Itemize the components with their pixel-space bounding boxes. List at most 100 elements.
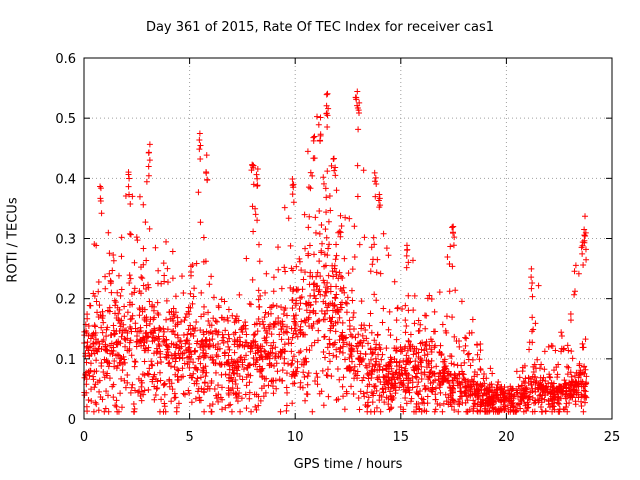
- data-point: [106, 375, 113, 382]
- data-point: [325, 272, 332, 279]
- data-point: [320, 402, 327, 409]
- data-point: [314, 269, 321, 276]
- data-point: [357, 388, 364, 395]
- data-point: [253, 171, 260, 178]
- data-point: [141, 372, 148, 379]
- data-point: [449, 314, 456, 321]
- data-point: [532, 385, 539, 392]
- data-point: [91, 241, 98, 248]
- data-point: [289, 380, 296, 387]
- data-point: [181, 360, 188, 367]
- data-point: [160, 338, 167, 345]
- data-point: [149, 362, 156, 369]
- data-point: [326, 336, 333, 343]
- data-point: [404, 384, 411, 391]
- data-point: [513, 407, 520, 414]
- data-point: [257, 343, 264, 350]
- data-point: [157, 354, 164, 361]
- data-point: [243, 374, 250, 381]
- data-point: [304, 381, 311, 388]
- data-point: [157, 326, 164, 333]
- data-point: [500, 389, 507, 396]
- data-point: [412, 373, 419, 380]
- data-point: [305, 250, 312, 257]
- data-point: [393, 336, 400, 343]
- data-point: [455, 398, 462, 405]
- data-point: [366, 381, 373, 388]
- data-point: [250, 228, 257, 235]
- data-point: [319, 367, 326, 374]
- data-point: [254, 347, 261, 354]
- data-point: [263, 375, 270, 382]
- data-point: [140, 391, 147, 398]
- data-point: [364, 370, 371, 377]
- data-point: [365, 340, 372, 347]
- data-point: [289, 357, 296, 364]
- data-point: [451, 234, 458, 241]
- data-point: [333, 396, 340, 403]
- data-point: [323, 234, 330, 241]
- data-point: [405, 307, 412, 314]
- data-point: [297, 323, 304, 330]
- data-point: [220, 334, 227, 341]
- data-point: [336, 348, 343, 355]
- data-point: [282, 328, 289, 335]
- data-point: [213, 352, 220, 359]
- data-point: [582, 393, 589, 400]
- data-point: [92, 323, 99, 330]
- data-point: [143, 286, 150, 292]
- data-point: [316, 207, 323, 214]
- data-point: [118, 375, 125, 382]
- data-point: [474, 388, 481, 395]
- data-point: [494, 386, 501, 393]
- data-point: [264, 330, 271, 337]
- data-point: [126, 299, 133, 306]
- data-point: [379, 319, 386, 326]
- data-point: [576, 370, 583, 377]
- data-point: [320, 180, 327, 187]
- data-point: [368, 329, 375, 336]
- data-point: [206, 281, 213, 288]
- data-point: [189, 374, 196, 381]
- data-point: [415, 327, 422, 334]
- data-point: [143, 178, 150, 185]
- data-point: [161, 391, 168, 398]
- data-point: [436, 348, 443, 355]
- data-point: [366, 360, 373, 367]
- data-point: [200, 331, 207, 338]
- data-point: [333, 241, 340, 248]
- data-point: [464, 351, 471, 358]
- data-point: [436, 402, 443, 409]
- data-point: [392, 369, 399, 376]
- data-point: [532, 373, 539, 380]
- data-point: [309, 408, 316, 415]
- data-point: [303, 346, 310, 353]
- data-point: [336, 314, 343, 321]
- data-point: [337, 233, 344, 240]
- data-point: [318, 308, 325, 315]
- data-point: [429, 388, 436, 395]
- data-point: [354, 162, 361, 169]
- data-point: [347, 351, 354, 358]
- data-point: [357, 339, 364, 346]
- x-tick-label: 5: [185, 430, 193, 445]
- data-point: [348, 383, 355, 390]
- data-point: [138, 337, 145, 344]
- data-point: [152, 392, 159, 399]
- data-point: [127, 200, 134, 207]
- data-point: [291, 373, 298, 380]
- data-point: [370, 256, 377, 263]
- data-point: [320, 349, 327, 356]
- data-point: [336, 269, 343, 276]
- data-point: [307, 169, 314, 176]
- data-point: [101, 374, 108, 381]
- data-point: [121, 356, 128, 363]
- data-point: [145, 149, 152, 156]
- data-point: [356, 99, 363, 106]
- axis-ticks: 0 5 10 15 20 25 0 0.1 0.2 0.3 0.4 0.5 0.6: [55, 52, 620, 445]
- data-point: [262, 289, 269, 296]
- data-point: [219, 337, 226, 344]
- data-point: [281, 264, 288, 271]
- data-point: [278, 304, 285, 311]
- data-point: [221, 352, 228, 359]
